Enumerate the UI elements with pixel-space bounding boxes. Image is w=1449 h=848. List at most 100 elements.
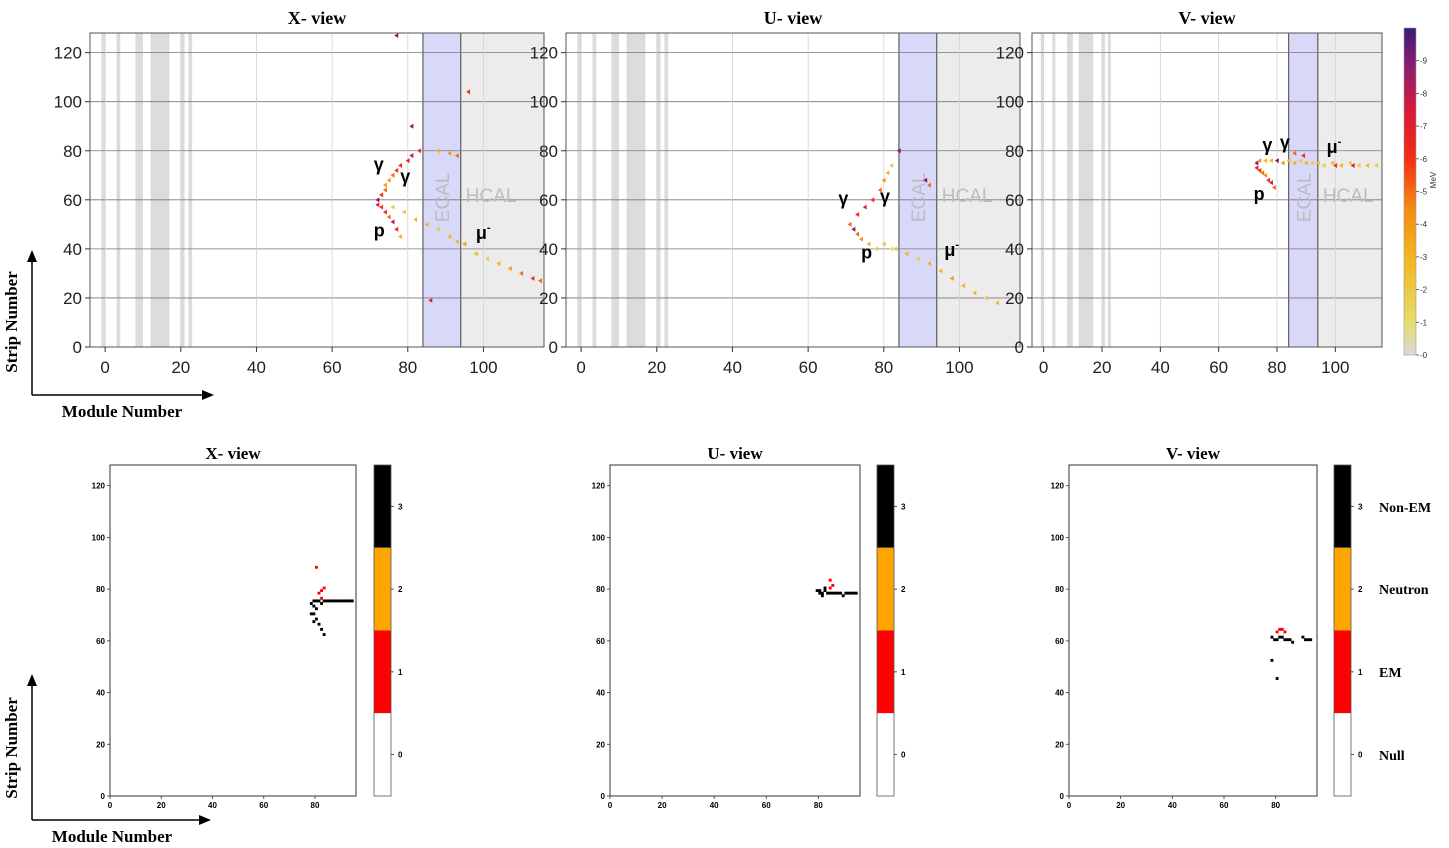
plot-frame — [89, 32, 545, 348]
energy-tick-label: -2 — [1420, 286, 1428, 295]
hit-marker — [447, 234, 452, 240]
detector-gap-band — [577, 33, 582, 347]
hcal-label: HCAL — [466, 186, 517, 207]
hit-marker — [1271, 185, 1276, 191]
hit-marker — [874, 246, 879, 252]
class-cell — [312, 620, 316, 624]
y-tick-label: 120 — [592, 482, 606, 491]
x-tick-label: 80 — [874, 358, 893, 377]
hit-marker — [379, 192, 384, 198]
class-colorbar-frame — [876, 464, 895, 797]
hit-marker — [983, 295, 988, 301]
y-tick-label: 60 — [96, 637, 105, 646]
y-tick-label: 40 — [596, 689, 605, 698]
energy-tick-label: -0 — [1420, 351, 1428, 360]
energy-colorbar-gradient — [1403, 27, 1417, 356]
class-cell — [348, 599, 352, 603]
class-cell — [327, 599, 331, 603]
y-tick-label: 100 — [592, 533, 606, 542]
hit-marker — [390, 172, 395, 178]
class-cell — [1301, 635, 1305, 639]
hit-marker — [851, 226, 856, 232]
hit-marker — [896, 148, 901, 154]
hit-marker — [881, 177, 886, 183]
hit-marker — [1347, 160, 1352, 166]
particle-label: p — [861, 243, 872, 263]
hit-marker — [972, 290, 977, 296]
panel-title: X- view — [205, 444, 261, 463]
x-tick-label: 20 — [647, 358, 666, 377]
y-tick-label: 0 — [1060, 792, 1065, 801]
x-tick-label: 80 — [1268, 358, 1287, 377]
class-cell — [309, 602, 313, 605]
hit-marker — [1257, 167, 1262, 173]
hit-marker — [885, 170, 890, 176]
x-tick-label: 60 — [799, 358, 818, 377]
hit-marker — [382, 182, 387, 188]
x-tick-label: 20 — [1116, 801, 1125, 810]
detector-gap-band — [664, 33, 669, 347]
x-tick-label: 0 — [1067, 801, 1072, 810]
class-tick-label: 1 — [1358, 668, 1363, 677]
class-colorbar-segment — [1334, 547, 1351, 631]
class-tick-label: 2 — [1358, 585, 1363, 594]
x-tick-label: 20 — [658, 801, 667, 810]
class-cell — [1270, 635, 1274, 639]
y-tick-label: 60 — [63, 191, 82, 210]
class-cell — [820, 591, 824, 595]
class-tick-label: 0 — [1358, 751, 1363, 760]
hit-marker — [1268, 158, 1273, 164]
class-cell — [828, 578, 832, 582]
class-cell — [1291, 640, 1295, 644]
hit-marker — [496, 261, 501, 267]
class-cell — [320, 602, 323, 605]
hit-marker — [927, 182, 931, 188]
detector-gap-band — [101, 33, 106, 347]
hit-marker — [435, 148, 440, 154]
class-cell — [315, 617, 318, 621]
x-tick-label: 0 — [108, 801, 113, 810]
class-cell — [1278, 627, 1282, 631]
x-tick-label: 40 — [1151, 358, 1170, 377]
class-colorbar-segment — [877, 630, 894, 714]
y-tick-label: 100 — [996, 93, 1024, 112]
class-cell — [320, 589, 323, 593]
y-tick-label: 120 — [1051, 482, 1065, 491]
class-colorbar-segment — [877, 465, 894, 548]
y-tick-label: 60 — [596, 637, 605, 646]
hit-marker — [413, 216, 418, 222]
detector-gap-band — [1102, 33, 1105, 347]
energy-tick-label: -7 — [1420, 122, 1428, 131]
hit-marker — [424, 221, 429, 227]
panel-title: U- view — [764, 8, 822, 28]
energy-colorbar-unit: MeV — [1429, 171, 1438, 188]
class-tick-label: 0 — [901, 751, 906, 760]
y-tick-label: 40 — [96, 689, 105, 698]
x-arrow-head-icon — [199, 815, 211, 825]
x-view-class-panel: X- view 0 20 40 60 80 100 120 0 20 40 60 80 0 1 2 3 — [92, 444, 403, 810]
class-cell — [312, 612, 316, 616]
hcal-region — [936, 33, 1020, 347]
hit-marker — [1321, 162, 1326, 168]
y-arrow-head-icon — [27, 250, 37, 262]
y-tick-label: 40 — [1005, 240, 1024, 259]
detector-gap-band — [1052, 33, 1056, 347]
class-cell — [350, 599, 354, 603]
x-tick-label: 20 — [1093, 358, 1112, 377]
class-cell — [828, 586, 832, 590]
hit-marker — [1333, 162, 1338, 168]
hit-marker — [386, 214, 391, 220]
class-cell — [340, 599, 344, 603]
x-tick-label: 100 — [469, 358, 497, 377]
class-cell — [823, 589, 827, 593]
y-tick-label: 80 — [1005, 142, 1024, 161]
class-cell — [854, 591, 858, 595]
detector-gap-band — [1040, 33, 1044, 347]
x-view-energy-panel: ECAL HCAL 0 20 40 60 80 100 120 0 20 40 60 80 100 X- vi… — [54, 8, 545, 377]
class-cell — [1283, 638, 1287, 642]
class-cell — [844, 591, 848, 595]
hit-marker — [379, 204, 384, 210]
energy-tick-label: -9 — [1420, 57, 1428, 66]
hit-marker — [881, 241, 886, 247]
